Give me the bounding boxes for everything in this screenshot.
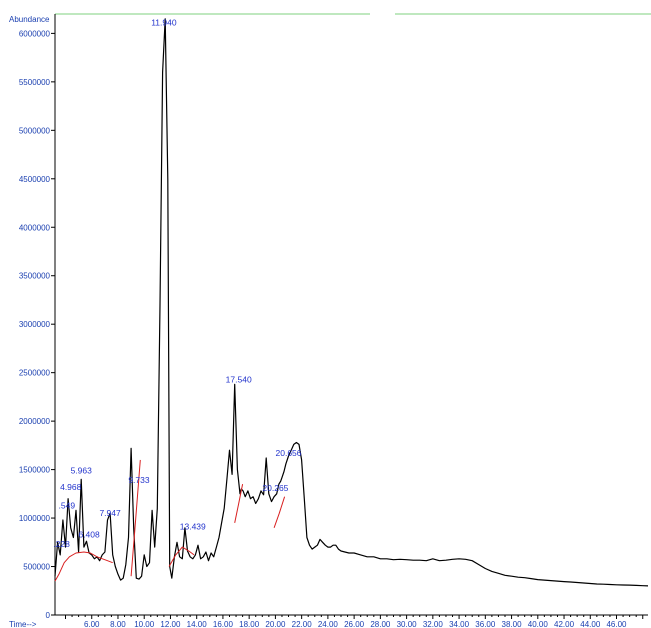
baseline-segment bbox=[130, 459, 141, 577]
baseline-segment bbox=[273, 496, 286, 528]
x-axis-label: Time--> bbox=[9, 620, 37, 628]
y-tick-label: 1500000 bbox=[19, 466, 51, 475]
y-tick-label: 5500000 bbox=[19, 78, 51, 87]
y-tick-label: 2500000 bbox=[19, 369, 51, 378]
peak-label: .549 bbox=[59, 500, 76, 510]
peak-label: 17.540 bbox=[226, 374, 252, 384]
y-tick-label: 0 bbox=[46, 611, 51, 620]
peak-label: 6.408 bbox=[78, 529, 100, 539]
peak-label: 20.265 bbox=[262, 483, 288, 493]
peak-label: 7.947 bbox=[99, 508, 121, 518]
y-tick-group: 0 500000 1000000 1500000 2000000 2500000 30000… bbox=[19, 29, 55, 620]
peak-label: 4.968 bbox=[60, 482, 82, 492]
baseline-segment bbox=[168, 546, 195, 567]
peak-label: 20.656 bbox=[276, 448, 302, 458]
y-tick-label: 500000 bbox=[23, 563, 50, 572]
peak-label: 11.940 bbox=[151, 18, 177, 28]
x-tick-label: 8.00 bbox=[110, 620, 126, 628]
x-tick-label: 18.00 bbox=[239, 620, 260, 628]
chromatogram-trace bbox=[54, 18, 649, 587]
baseline-segment bbox=[54, 551, 113, 582]
x-tick-label: 14.00 bbox=[187, 620, 208, 628]
x-tick-label: 34.00 bbox=[449, 620, 470, 628]
y-tick-label: 6000000 bbox=[19, 29, 51, 38]
y-tick-label: 3500000 bbox=[19, 272, 51, 281]
x-tick-label: 24.00 bbox=[318, 620, 339, 628]
x-tick-label: 28.00 bbox=[370, 620, 391, 628]
y-tick-label: 4500000 bbox=[19, 175, 51, 184]
x-tick-label: 38.00 bbox=[502, 620, 523, 628]
x-tick-label: 20.00 bbox=[265, 620, 286, 628]
y-tick-label: 2000000 bbox=[19, 417, 51, 426]
peak-label: .228 bbox=[53, 539, 70, 549]
x-tick-label: 46.00 bbox=[606, 620, 627, 628]
x-tick-label: 26.00 bbox=[344, 620, 365, 628]
x-tick-label: 22.00 bbox=[292, 620, 313, 628]
y-tick-label: 5000000 bbox=[19, 126, 51, 135]
x-tick-label: 44.00 bbox=[580, 620, 601, 628]
x-tick-label: 30.00 bbox=[397, 620, 418, 628]
peak-label-group: .228 .549 4.968 5.963 6.408 7.947 9.733 11.940 1… bbox=[53, 18, 302, 550]
x-tick-label: 6.00 bbox=[84, 620, 100, 628]
x-tick-label: 12.00 bbox=[160, 620, 181, 628]
x-tick-label: 10.00 bbox=[134, 620, 155, 628]
x-tick-label: 40.00 bbox=[528, 620, 549, 628]
x-tick-label: 42.00 bbox=[554, 620, 575, 628]
baseline-segment bbox=[234, 484, 244, 524]
peak-label: 5.963 bbox=[71, 465, 93, 475]
y-axis-label: Abundance bbox=[9, 15, 50, 24]
peak-label: 13.439 bbox=[180, 522, 206, 532]
y-tick-label: 1000000 bbox=[19, 514, 51, 523]
x-tick-label: 32.00 bbox=[423, 620, 444, 628]
x-tick-label: 36.00 bbox=[475, 620, 496, 628]
y-tick-label: 3000000 bbox=[19, 320, 51, 329]
series-group bbox=[54, 18, 649, 587]
y-tick-label: 4000000 bbox=[19, 223, 51, 232]
x-tick-label: 16.00 bbox=[213, 620, 234, 628]
peak-label: 9.733 bbox=[128, 475, 150, 485]
x-tick-group: 6.00 8.00 10.00 12.00 14.00 16.00 18.00 20.00 22… bbox=[64, 615, 644, 628]
